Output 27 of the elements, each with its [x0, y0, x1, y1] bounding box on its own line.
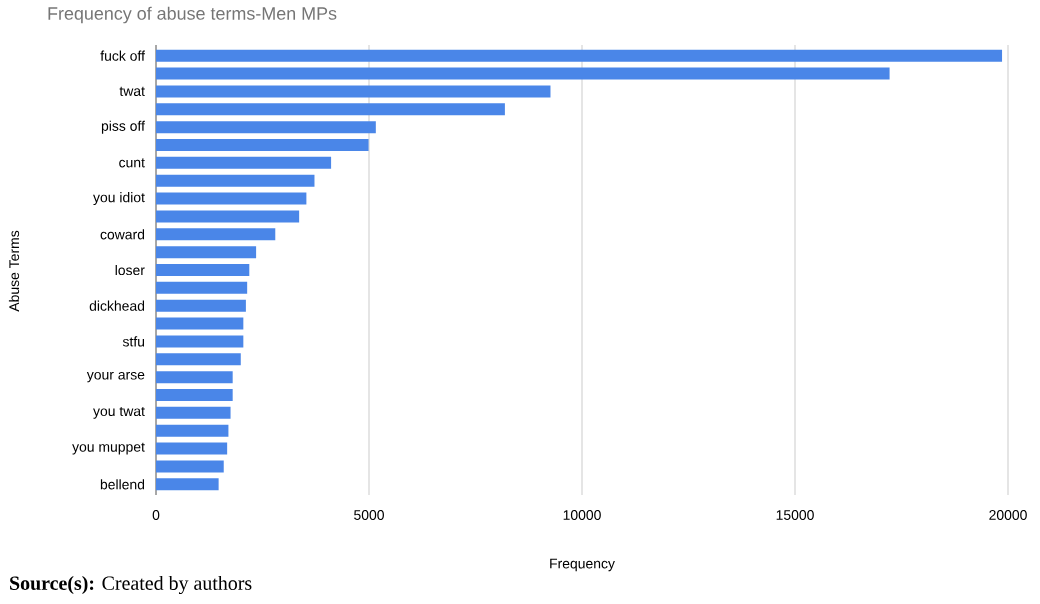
bar	[156, 389, 233, 402]
bar	[156, 443, 228, 456]
bar	[156, 210, 300, 223]
bar	[156, 264, 250, 277]
text: Source(s): Created by authors	[10, 576, 252, 595]
bar	[156, 50, 1003, 63]
bar	[156, 282, 248, 295]
bar	[156, 121, 376, 134]
chart-title: Frequency of abuse terms-Men MPs	[48, 7, 337, 24]
bar	[156, 300, 246, 313]
bar	[156, 246, 257, 259]
bar	[156, 175, 315, 188]
bar	[156, 353, 241, 366]
bar	[156, 407, 231, 420]
bar	[156, 139, 369, 152]
bar	[156, 68, 890, 81]
bar	[156, 371, 233, 384]
bar	[156, 193, 307, 206]
bar	[156, 157, 332, 170]
bar	[156, 103, 505, 116]
bar	[156, 85, 551, 98]
bar	[156, 425, 229, 438]
bar	[156, 478, 219, 491]
bar	[156, 318, 244, 331]
bar	[156, 228, 276, 241]
bar	[156, 460, 224, 473]
bar	[156, 335, 244, 348]
